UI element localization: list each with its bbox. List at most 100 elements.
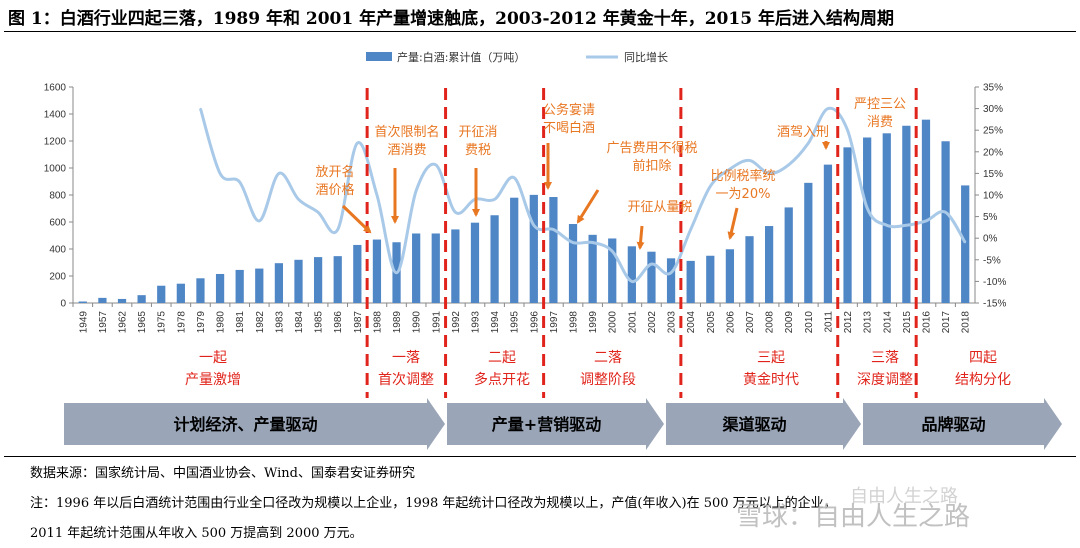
x-tick-label: 2001: [627, 311, 638, 334]
x-tick-label: 1992: [451, 311, 462, 334]
x-tick-label: 2008: [765, 311, 776, 334]
bar: [333, 256, 342, 303]
chart-axes: 0 200 400 600 800 1000 1200 1400 1600 -15% -10% -5%…: [44, 83, 1007, 334]
annotation-label: 广告费用不得税: [606, 140, 697, 156]
x-tick-label: 1978: [176, 311, 187, 334]
bar: [647, 251, 656, 303]
phase-label: 多点开花: [474, 371, 530, 388]
phase-label: 三落: [871, 350, 899, 366]
source-line: 数据来源：国家统计局、中国酒业协会、Wind、国泰君安证券研究: [30, 466, 415, 481]
annotation-arrow: [636, 225, 645, 250]
x-tick-label: 2005: [706, 311, 717, 334]
bar: [764, 226, 774, 303]
growth-point: [729, 168, 731, 170]
y-right-tick-label: -15%: [983, 299, 1006, 310]
x-tick-label: 2013: [863, 311, 874, 334]
bar: [510, 197, 519, 303]
growth-point: [356, 142, 359, 144]
growth-point: [925, 220, 927, 222]
bar: [451, 229, 460, 303]
bar: [568, 224, 578, 303]
phase-dividers: [365, 88, 918, 398]
bar: [196, 278, 205, 303]
growth-point: [376, 194, 378, 196]
x-tick-label: 1998: [569, 311, 580, 334]
phase-label: 深度调整: [857, 372, 913, 388]
x-tick-label: 2017: [941, 311, 952, 334]
y-left-tick-label: 1600: [44, 83, 67, 94]
bar: [313, 257, 323, 303]
x-tick-label: 1987: [353, 311, 364, 334]
x-tick-label: 2010: [804, 311, 815, 334]
growth-point: [395, 271, 398, 274]
y-right-tick-label: -5%: [983, 255, 1001, 266]
growth-point: [591, 241, 594, 244]
bar: [941, 141, 950, 303]
x-tick-label: 1993: [470, 311, 481, 334]
watermark-secondary: 自由人生之路: [850, 486, 958, 507]
bar: [686, 260, 695, 303]
x-tick-label: 1999: [588, 311, 599, 334]
annotation-label: 比例税率统: [710, 168, 775, 184]
bar: [137, 295, 146, 303]
bar: [235, 269, 244, 303]
x-tick-label: 2011: [823, 311, 834, 333]
bar: [412, 233, 421, 303]
bar-series: [78, 119, 970, 304]
growth-point: [807, 142, 810, 144]
driver-arrow: [447, 398, 664, 450]
bar: [431, 233, 440, 303]
y-right-tick-label: 5%: [983, 212, 998, 223]
x-tick-label: 2003: [667, 311, 678, 334]
driver-label: 渠道驱动: [722, 415, 786, 434]
annotation-label: 严控三公: [854, 97, 906, 112]
x-tick-label: 2007: [745, 311, 756, 334]
growth-point: [885, 224, 888, 227]
x-tick-label: 2000: [608, 311, 619, 334]
driver-label: 品牌驱动: [921, 415, 985, 434]
y-left-tick-label: 400: [49, 245, 66, 256]
figure-title: 图 1：白酒行业四起三落，1989 年和 2001 年产量增速触底，2003-2…: [8, 9, 894, 29]
annotation-label: 酒驾入刑: [777, 125, 829, 140]
growth-point: [689, 228, 692, 231]
bar: [882, 133, 891, 303]
bar: [902, 125, 911, 304]
phase-label: 一落: [392, 350, 420, 366]
growth-point: [434, 163, 437, 166]
bottom-rule: [4, 456, 1076, 457]
growth-point: [238, 181, 241, 183]
bar: [98, 297, 107, 303]
x-tick-label: 1986: [333, 311, 344, 334]
growth-point: [748, 159, 751, 162]
x-tick-label: 1991: [431, 311, 442, 334]
x-tick-label: 2012: [843, 311, 854, 334]
x-tick-label: 1984: [294, 311, 305, 334]
legend-label-line: 同比增长: [624, 50, 668, 64]
driver-label: 计划经济、产量驱动: [173, 415, 317, 434]
x-tick-label: 1949: [78, 311, 89, 334]
driver-arrow: [863, 398, 1062, 450]
x-tick-label: 2006: [725, 311, 736, 334]
bar: [353, 244, 362, 303]
growth-point: [278, 172, 280, 175]
annotation-label: 消费: [867, 115, 893, 130]
legend: 产量:白酒:累计值（万吨） 同比增长: [366, 50, 668, 64]
growth-point: [199, 107, 202, 110]
y-left-tick-label: 800: [49, 191, 66, 202]
bar: [666, 258, 676, 303]
phase-label: 二落: [594, 350, 622, 366]
bar: [294, 259, 303, 303]
phase-label: 一起: [199, 350, 227, 366]
bar: [863, 137, 872, 303]
growth-point: [572, 241, 574, 244]
annotation-label: 前扣除: [632, 158, 671, 174]
x-tick-label: 2018: [961, 311, 972, 334]
growth-point: [219, 172, 221, 175]
growth-point: [454, 211, 457, 214]
x-tick-label: 1994: [490, 311, 501, 334]
x-tick-label: 1996: [529, 311, 540, 334]
y-right-tick-label: 0%: [983, 234, 998, 245]
growth-point: [552, 228, 555, 231]
y-left-tick-label: 0: [60, 299, 66, 310]
